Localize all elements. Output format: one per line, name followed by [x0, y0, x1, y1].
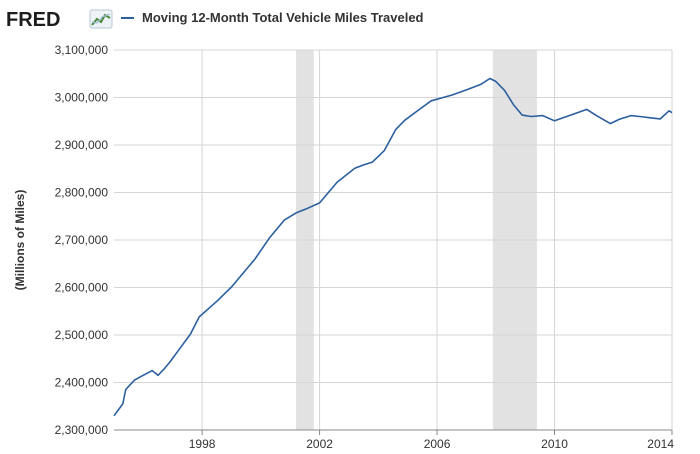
y-axis-label: (Millions of Miles) [13, 190, 27, 291]
x-tick-label: 1998 [189, 437, 216, 451]
plot-area [113, 49, 673, 431]
x-tick-label: 2010 [541, 437, 568, 451]
x-tick-label: 2002 [306, 437, 333, 451]
x-axis-ticks: 1998 2002 2006 2010 2014 [189, 430, 674, 451]
y-tick-label: 2,400,000 [55, 376, 109, 390]
series-line-1 [113, 77, 673, 417]
y-tick-label: 2,700,000 [55, 233, 109, 247]
y-tick-label: 3,100,000 [55, 43, 109, 57]
y-tick-label: 2,600,000 [55, 281, 109, 295]
y-tick-label: 2,500,000 [55, 328, 109, 342]
trend-chart-icon [89, 9, 113, 29]
grid-lines [114, 49, 673, 430]
series-layer [113, 77, 673, 417]
fred-logo-text: FRED [6, 9, 60, 31]
y-tick-label: 2,900,000 [55, 138, 109, 152]
y-tick-label: 2,300,000 [55, 423, 109, 437]
fred-logo[interactable]: FRED [6, 9, 113, 31]
y-tick-label: 3,000,000 [55, 91, 109, 105]
chart-legend: Moving 12-Month Total Vehicle Miles Trav… [121, 10, 424, 25]
y-axis-ticks: 2,300,000 2,400,000 2,500,000 2,600,000 2,70… [55, 43, 109, 437]
x-tick-label: 2014 [647, 437, 674, 451]
x-tick-label: 2006 [424, 437, 451, 451]
y-tick-label: 2,800,000 [55, 186, 109, 200]
legend-label: Moving 12-Month Total Vehicle Miles Trav… [142, 10, 424, 25]
